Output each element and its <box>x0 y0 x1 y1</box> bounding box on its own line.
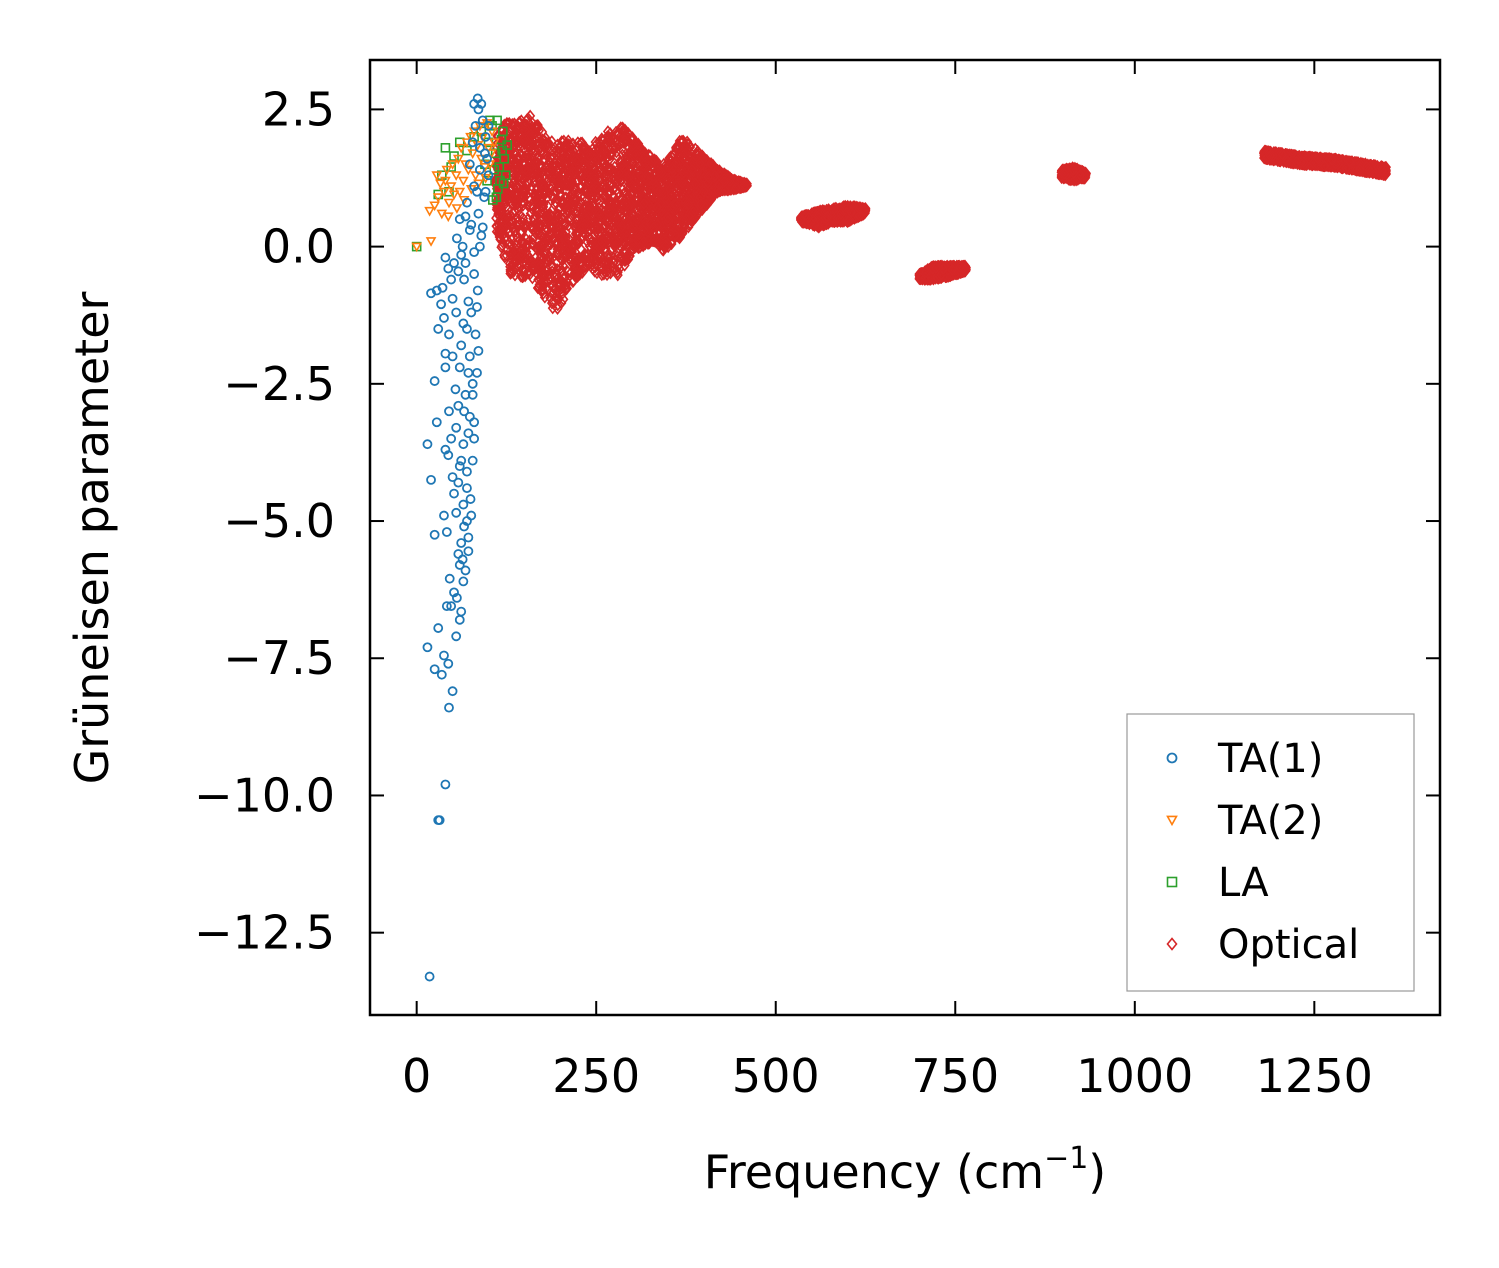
data-point <box>547 163 558 176</box>
data-point <box>548 231 559 244</box>
data-point <box>573 236 584 250</box>
data-point <box>533 204 544 218</box>
data-point <box>551 215 562 228</box>
data-points-layer <box>411 93 1392 982</box>
data-point <box>516 245 527 258</box>
data-point <box>497 235 508 249</box>
data-point <box>581 258 592 272</box>
data-point <box>525 207 536 220</box>
data-point <box>564 166 575 180</box>
data-point <box>602 261 613 275</box>
data-point <box>509 135 520 148</box>
data-point <box>570 165 581 179</box>
data-point <box>611 149 622 163</box>
data-point <box>619 130 630 143</box>
data-point <box>674 134 685 148</box>
data-point <box>527 237 538 251</box>
data-point <box>563 232 574 246</box>
data-point <box>582 235 593 249</box>
data-point <box>526 144 537 158</box>
data-point <box>508 231 519 245</box>
series-optical <box>490 109 1392 315</box>
data-point <box>665 176 676 189</box>
data-point <box>558 218 569 231</box>
data-point <box>590 217 601 230</box>
data-point <box>532 281 543 295</box>
data-point <box>613 259 624 272</box>
data-point <box>552 138 563 152</box>
data-point <box>496 240 507 254</box>
data-point <box>594 206 605 220</box>
data-point <box>543 268 554 282</box>
data-point <box>563 219 574 233</box>
data-point <box>601 170 612 184</box>
data-point <box>550 172 561 185</box>
data-point <box>510 174 521 187</box>
data-point <box>617 121 628 134</box>
data-point <box>504 134 516 148</box>
data-point <box>505 209 516 222</box>
data-point <box>540 148 551 162</box>
data-point <box>545 286 557 299</box>
data-point <box>638 210 649 223</box>
data-point <box>506 246 517 259</box>
